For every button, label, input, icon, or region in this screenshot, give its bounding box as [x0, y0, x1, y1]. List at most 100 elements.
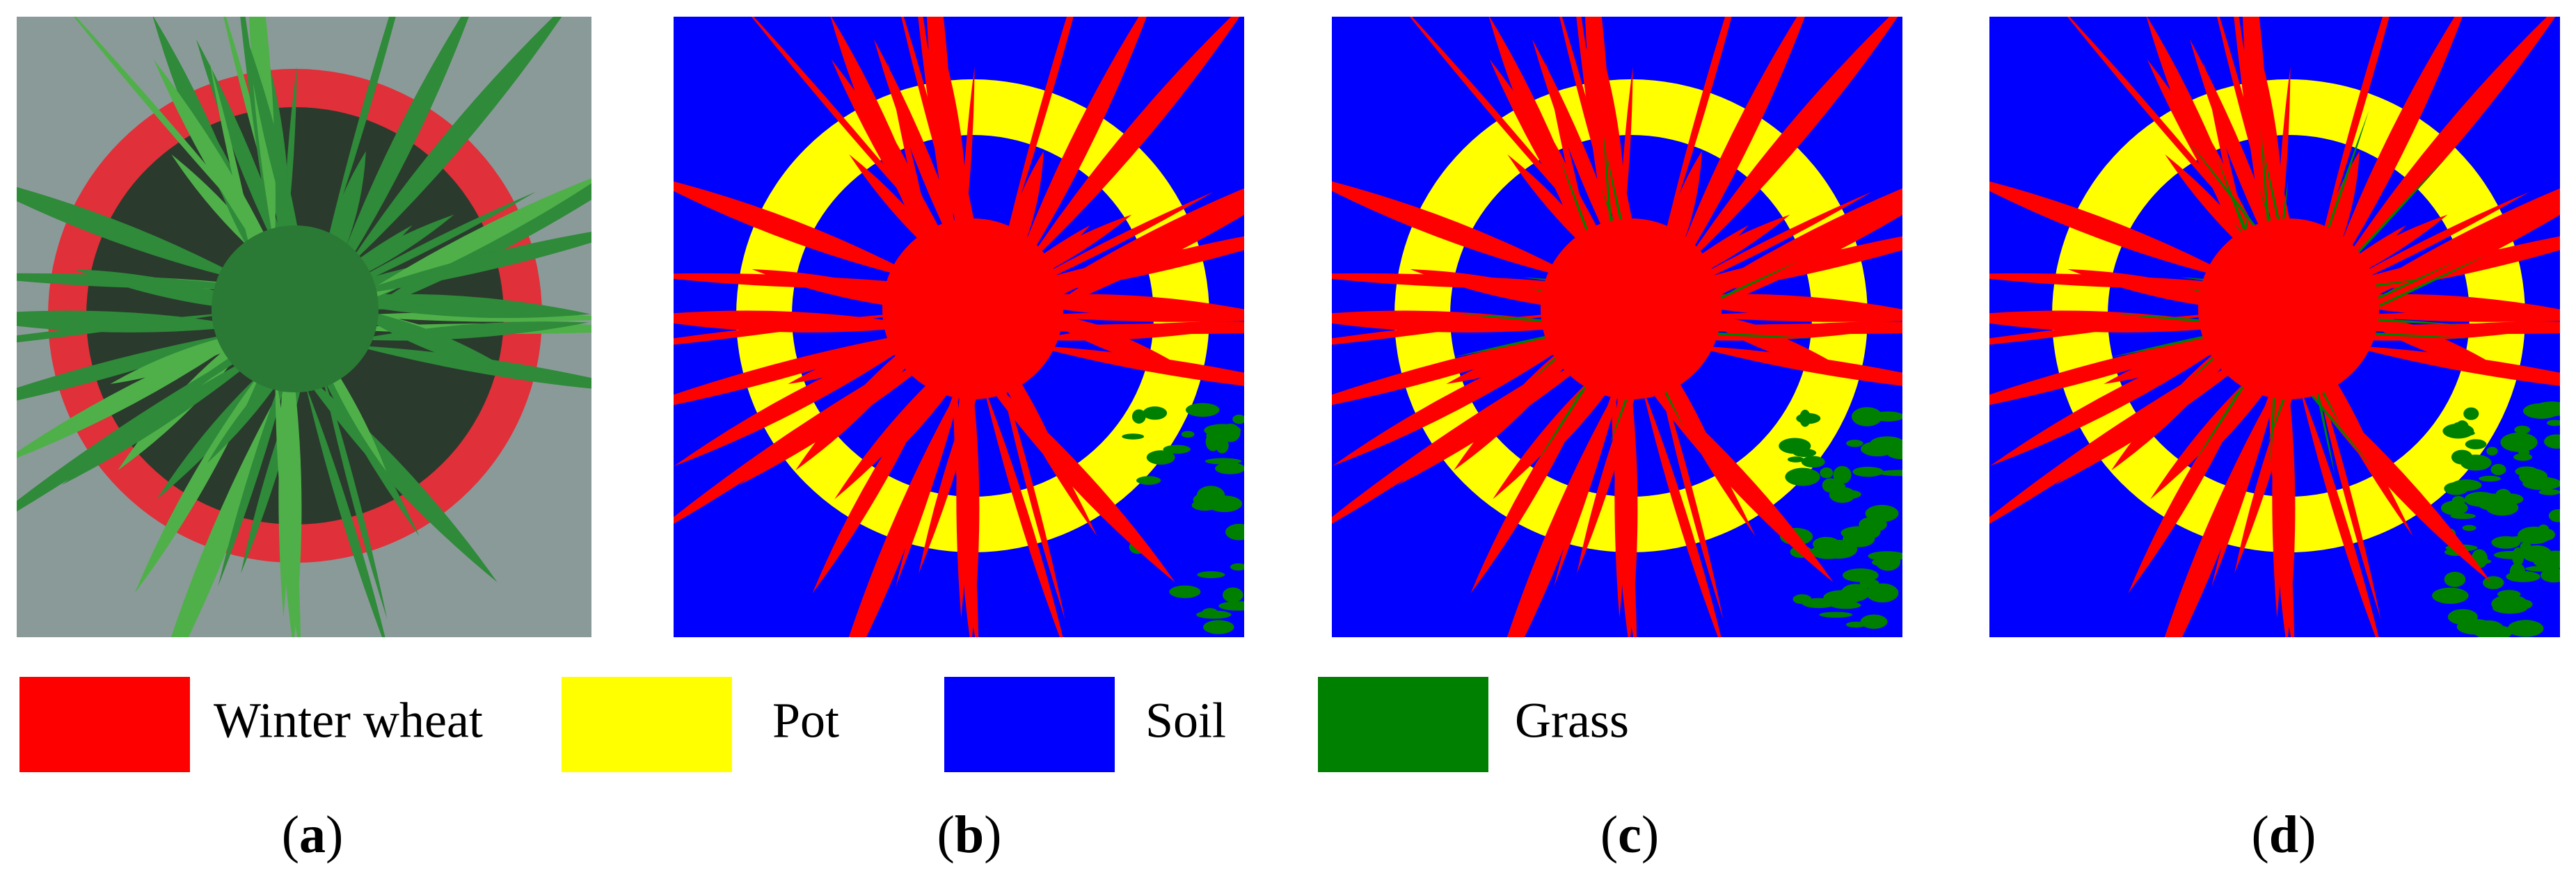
- grass-patch: [2538, 489, 2560, 495]
- grass-patch: [1232, 415, 1244, 424]
- grass-patch: [1136, 476, 1161, 485]
- grass-patch: [2522, 477, 2560, 490]
- grass-patch: [1859, 516, 1887, 532]
- leaf: [1640, 17, 1898, 317]
- wheat-center: [1541, 218, 1722, 399]
- legend-label: Soil: [1145, 693, 1226, 749]
- grass-patch: [1786, 470, 1815, 483]
- grass-patch: [2507, 620, 2544, 637]
- leaf: [998, 321, 1244, 347]
- grass-patch: [1122, 433, 1145, 440]
- panel-label-part: d: [2269, 806, 2298, 864]
- panel-label-part: c: [1618, 806, 1641, 864]
- leaf: [1332, 303, 1627, 345]
- wheat-center: [882, 218, 1063, 399]
- panel-label-part: b: [955, 806, 984, 864]
- grass-patch: [2539, 550, 2560, 568]
- grass-patch: [2460, 454, 2492, 471]
- panel-label-part: ): [984, 806, 1001, 864]
- leaf: [17, 273, 310, 294]
- grass-patch: [1181, 431, 1195, 438]
- panel-label: (d): [2252, 806, 2316, 864]
- leaf: [1646, 17, 1732, 294]
- segmentation-panel: [674, 17, 1244, 637]
- grass-patch: [2432, 587, 2469, 604]
- photo-panel: [17, 17, 591, 637]
- grass-patch: [1186, 403, 1220, 417]
- grass-patch: [1846, 440, 1863, 447]
- leaf: [320, 321, 589, 347]
- leaf: [17, 318, 290, 512]
- grass-patch: [1823, 482, 1846, 490]
- panel-label-part: ): [1641, 806, 1659, 864]
- leaf: [674, 303, 969, 345]
- leaf: [17, 311, 304, 401]
- grass-patch: [1143, 406, 1168, 420]
- leaf: [1625, 342, 1722, 637]
- leaf: [2128, 335, 2279, 594]
- leaf: [289, 342, 385, 637]
- leaf: [967, 342, 1063, 637]
- grass-patch: [2462, 525, 2476, 531]
- segmentation-panel: [1989, 17, 2560, 637]
- leaf: [304, 17, 562, 317]
- segmentation-panel: [1332, 17, 1902, 637]
- leaf: [1470, 335, 1621, 594]
- grass-patch: [1216, 438, 1229, 454]
- grass-patch: [2491, 594, 2528, 614]
- leaf: [1332, 273, 1646, 294]
- legend-swatch: [944, 677, 1115, 772]
- leaf: [2282, 342, 2379, 637]
- grass-patch: [1792, 594, 1812, 605]
- panel-label: (c): [1600, 806, 1659, 864]
- grass-patch: [1196, 610, 1232, 619]
- grass-patch: [1868, 551, 1902, 561]
- wheat-region: [674, 17, 1244, 637]
- grass-patch: [1836, 490, 1861, 499]
- grass-patch: [1223, 587, 1243, 603]
- leaf: [267, 330, 301, 637]
- legend-label: Pot: [772, 693, 839, 749]
- grass-patch: [1833, 465, 1852, 484]
- grass-patch: [2465, 439, 2487, 449]
- leaf: [923, 33, 999, 321]
- grass-patch: [2546, 419, 2560, 426]
- grass-patch: [2518, 526, 2552, 545]
- grass-patch: [2444, 482, 2469, 495]
- grass-patch: [1197, 571, 1225, 579]
- wheat-region: [1332, 17, 1902, 637]
- plant-center: [212, 225, 379, 392]
- grass-patch: [2515, 466, 2538, 477]
- grass-patch: [2451, 422, 2464, 436]
- leaf: [2302, 314, 2460, 325]
- wheat-center: [2198, 218, 2379, 399]
- panel-label-part: (: [282, 806, 299, 864]
- grass-patch: [2495, 488, 2511, 502]
- grass-patch: [1163, 445, 1191, 454]
- grass-patch: [1169, 585, 1201, 598]
- leaf: [2303, 326, 2335, 475]
- leaf: [812, 335, 963, 594]
- grass-patch: [1230, 563, 1244, 571]
- panel-label-part: ): [326, 806, 343, 864]
- leaf: [2298, 17, 2556, 317]
- grass-patch: [1879, 586, 1896, 600]
- grass-patch: [1843, 568, 1879, 582]
- grass-patch: [2447, 609, 2478, 625]
- grass-patch: [1146, 450, 1175, 465]
- grass-patch: [1852, 466, 1884, 477]
- leaf: [1332, 318, 1626, 524]
- leaf: [1989, 303, 2284, 345]
- leaf: [1989, 273, 2303, 294]
- grass-patch: [1218, 601, 1244, 611]
- grass-patch: [2513, 453, 2533, 461]
- grass-patch: [2541, 568, 2560, 583]
- grass-patch: [1850, 534, 1873, 540]
- leaf: [982, 17, 1240, 317]
- grass-region: [2432, 401, 2560, 637]
- grass-patch: [2544, 434, 2560, 449]
- grass-patch: [2548, 509, 2560, 522]
- panel-label: (b): [937, 806, 1002, 864]
- grass-patch: [2506, 571, 2541, 582]
